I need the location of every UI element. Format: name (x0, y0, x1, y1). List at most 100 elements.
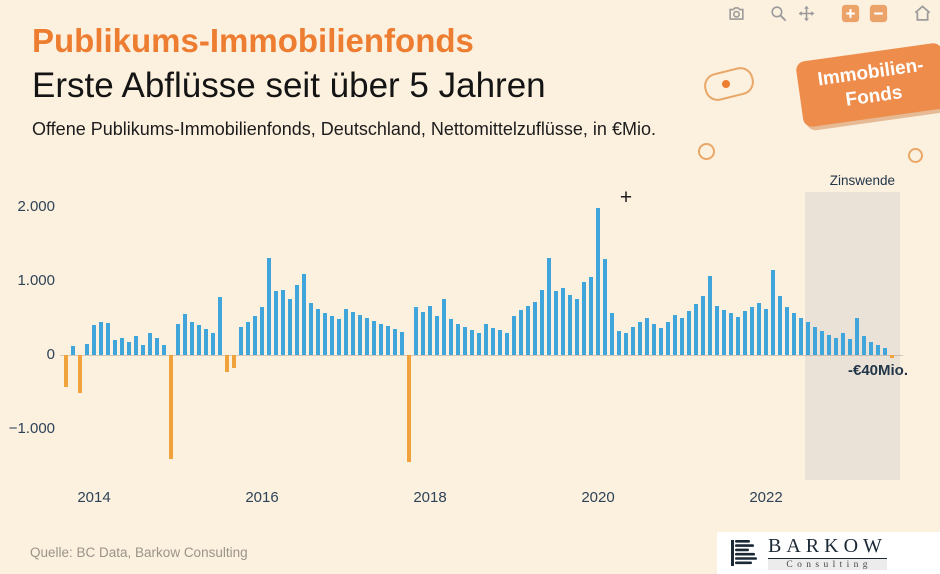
bar[interactable] (204, 328, 208, 355)
bar[interactable] (253, 316, 257, 355)
bar[interactable] (484, 323, 488, 355)
bar[interactable] (449, 319, 453, 355)
bar[interactable] (190, 321, 194, 355)
bar[interactable] (330, 316, 334, 355)
bar[interactable] (183, 314, 187, 355)
bar[interactable] (428, 306, 432, 355)
bar[interactable] (771, 269, 775, 355)
bar[interactable] (141, 345, 145, 355)
bar[interactable] (421, 311, 425, 355)
bar[interactable] (554, 291, 558, 355)
bar[interactable] (631, 326, 635, 355)
bar[interactable] (295, 284, 299, 355)
bar[interactable] (211, 332, 215, 355)
bar[interactable] (414, 307, 418, 355)
bar[interactable] (407, 354, 411, 463)
camera-icon[interactable] (727, 4, 746, 23)
bar[interactable] (673, 314, 677, 355)
bar[interactable] (701, 296, 705, 355)
bar[interactable] (316, 308, 320, 355)
bar[interactable] (589, 277, 593, 355)
bar[interactable] (456, 323, 460, 355)
bar[interactable] (869, 341, 873, 355)
bar[interactable] (148, 332, 152, 355)
bar[interactable] (568, 294, 572, 355)
bar[interactable] (533, 301, 537, 355)
bar[interactable] (386, 326, 390, 355)
bar[interactable] (638, 321, 642, 355)
bar[interactable] (197, 325, 201, 355)
pan-icon[interactable] (797, 4, 816, 23)
bar[interactable] (792, 313, 796, 355)
bar[interactable] (400, 331, 404, 355)
bar[interactable] (365, 317, 369, 355)
bar[interactable] (848, 339, 852, 355)
bar[interactable] (883, 348, 887, 355)
bar[interactable] (603, 258, 607, 355)
bar[interactable] (302, 274, 306, 355)
bar[interactable] (645, 317, 649, 355)
bar[interactable] (617, 331, 621, 355)
bar[interactable] (491, 328, 495, 355)
bar[interactable] (582, 282, 586, 355)
bar[interactable] (239, 326, 243, 355)
bar[interactable] (393, 328, 397, 355)
bar[interactable] (890, 354, 894, 358)
bar[interactable] (120, 337, 124, 355)
bar[interactable] (834, 337, 838, 355)
bar[interactable] (715, 306, 719, 355)
bar[interactable] (512, 316, 516, 355)
bar[interactable] (155, 337, 159, 355)
bar[interactable] (337, 319, 341, 355)
bar[interactable] (876, 345, 880, 355)
bar[interactable] (820, 331, 824, 355)
bar[interactable] (344, 308, 348, 355)
bar[interactable] (547, 257, 551, 355)
bar[interactable] (526, 306, 530, 355)
bar[interactable] (561, 287, 565, 355)
zoom-in-icon[interactable] (841, 4, 860, 23)
bar[interactable] (218, 297, 222, 355)
bar[interactable] (176, 323, 180, 355)
bar[interactable] (799, 317, 803, 355)
bar[interactable] (757, 303, 761, 355)
bar[interactable] (694, 303, 698, 355)
bar[interactable] (498, 330, 502, 355)
zoom-icon[interactable] (769, 4, 788, 23)
bar[interactable] (99, 321, 103, 355)
bar[interactable] (113, 340, 117, 355)
bar[interactable] (442, 299, 446, 355)
bar[interactable] (379, 323, 383, 355)
bar[interactable] (519, 310, 523, 355)
bar[interactable] (477, 332, 481, 355)
bar[interactable] (267, 257, 271, 355)
bar[interactable] (687, 311, 691, 355)
bar[interactable] (729, 313, 733, 355)
bar[interactable] (281, 289, 285, 355)
bar[interactable] (288, 298, 292, 355)
bar[interactable] (666, 321, 670, 355)
bar[interactable] (652, 323, 656, 355)
bar[interactable] (435, 316, 439, 355)
bar[interactable] (785, 306, 789, 355)
zoom-out-icon[interactable] (869, 4, 888, 23)
bar[interactable] (505, 332, 509, 355)
bar[interactable] (575, 298, 579, 355)
bar[interactable] (680, 317, 684, 355)
bar[interactable] (162, 344, 166, 355)
bar[interactable] (624, 333, 628, 355)
bar[interactable] (92, 325, 96, 355)
bar[interactable] (225, 354, 229, 372)
bar[interactable] (659, 328, 663, 355)
bar[interactable] (309, 303, 313, 355)
bar[interactable] (778, 295, 782, 355)
home-icon[interactable] (913, 4, 932, 23)
bar[interactable] (540, 289, 544, 355)
bar[interactable] (841, 333, 845, 355)
bar[interactable] (596, 208, 600, 355)
bar[interactable] (470, 330, 474, 355)
bar[interactable] (232, 354, 236, 369)
bar[interactable] (463, 326, 467, 355)
bar[interactable] (827, 334, 831, 355)
bar[interactable] (351, 311, 355, 355)
